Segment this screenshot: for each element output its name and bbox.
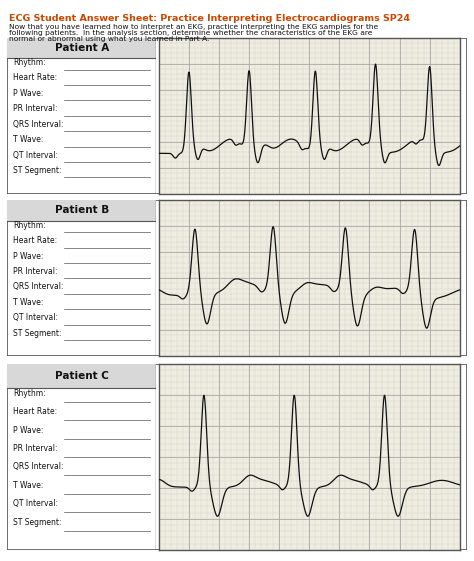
Text: T Wave:: T Wave: bbox=[13, 135, 44, 144]
Text: QRS Interval:: QRS Interval: bbox=[13, 282, 64, 291]
Text: PR Interval:: PR Interval: bbox=[13, 444, 57, 453]
Bar bbox=[7, 38, 156, 58]
Text: Heart Rate:: Heart Rate: bbox=[13, 236, 57, 245]
Text: QRS Interval:: QRS Interval: bbox=[13, 462, 64, 471]
Text: P Wave:: P Wave: bbox=[13, 251, 44, 260]
Text: Heart Rate:: Heart Rate: bbox=[13, 407, 57, 416]
Bar bbox=[7, 200, 156, 220]
Text: normal or abnormal using what you learned in Part A.: normal or abnormal using what you learne… bbox=[9, 36, 210, 42]
Text: Rhythm:: Rhythm: bbox=[13, 220, 46, 230]
Text: Patient A: Patient A bbox=[55, 43, 109, 53]
Text: P Wave:: P Wave: bbox=[13, 89, 44, 98]
Text: ST Segment:: ST Segment: bbox=[13, 166, 62, 175]
Text: QRS Interval:: QRS Interval: bbox=[13, 119, 64, 128]
Text: following patients.  In the analysis section, determine whether the characterist: following patients. In the analysis sect… bbox=[9, 30, 373, 36]
Text: Now that you have learned how to interpret an EKG, practice interpreting the EKG: Now that you have learned how to interpr… bbox=[9, 24, 379, 30]
Text: PR Interval:: PR Interval: bbox=[13, 267, 57, 276]
Text: QT Interval:: QT Interval: bbox=[13, 150, 58, 159]
Text: PR Interval:: PR Interval: bbox=[13, 104, 57, 113]
Text: QT Interval:: QT Interval: bbox=[13, 499, 58, 508]
Text: ECG Student Answer Sheet: Practice Interpreting Electrocardiograms SP24: ECG Student Answer Sheet: Practice Inter… bbox=[9, 14, 410, 23]
Text: QT Interval:: QT Interval: bbox=[13, 313, 58, 322]
Text: P Wave:: P Wave: bbox=[13, 426, 44, 435]
Text: Heart Rate:: Heart Rate: bbox=[13, 73, 57, 82]
Text: Rhythm:: Rhythm: bbox=[13, 389, 46, 398]
Text: ST Segment:: ST Segment: bbox=[13, 518, 62, 527]
Bar bbox=[7, 364, 156, 388]
Text: ST Segment:: ST Segment: bbox=[13, 329, 62, 338]
Text: Patient B: Patient B bbox=[55, 205, 109, 215]
Text: T Wave:: T Wave: bbox=[13, 298, 44, 307]
Text: T Wave:: T Wave: bbox=[13, 481, 44, 490]
Text: Rhythm:: Rhythm: bbox=[13, 58, 46, 67]
Text: Patient C: Patient C bbox=[55, 371, 109, 380]
